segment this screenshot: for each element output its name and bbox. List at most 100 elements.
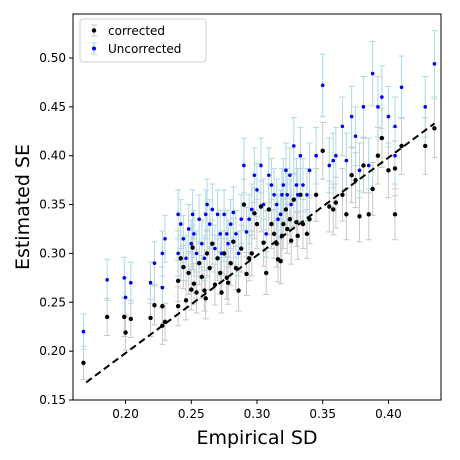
legend-item-corrected: corrected <box>91 24 165 38</box>
data-point-corrected <box>241 202 247 207</box>
data-point-corrected <box>207 265 212 271</box>
data-point-uncorrected <box>272 192 276 197</box>
data-point-corrected <box>295 233 300 239</box>
data-point-uncorrected <box>190 212 195 217</box>
data-point-uncorrected <box>105 278 109 282</box>
data-point-uncorrected <box>289 202 293 207</box>
data-point-corrected <box>399 143 404 149</box>
data-point-corrected <box>392 212 398 217</box>
data-point-uncorrected <box>249 207 254 212</box>
data-point-corrected <box>294 219 299 225</box>
data-point-corrected <box>304 231 310 237</box>
legend: corrected Uncorrected <box>79 18 207 63</box>
y-tick-label: 0.20 <box>39 344 66 358</box>
data-point-uncorrected <box>189 241 194 246</box>
data-point-corrected <box>285 226 290 232</box>
data-point-uncorrected <box>163 236 167 241</box>
data-point-corrected <box>221 251 227 256</box>
legend-marker-uncorrected <box>92 46 96 51</box>
data-point-corrected <box>81 360 86 366</box>
reference-line <box>85 122 436 384</box>
data-point-corrected <box>175 278 181 283</box>
legend-item-uncorrected: Uncorrected <box>91 42 181 56</box>
data-point-uncorrected <box>284 168 288 173</box>
data-point-corrected <box>219 290 224 295</box>
x-tick-label: 0.30 <box>244 407 271 421</box>
data-point-corrected <box>298 192 303 197</box>
data-point-corrected <box>281 221 286 227</box>
legend-label-corrected: corrected <box>108 24 165 38</box>
data-point-corrected <box>423 143 428 149</box>
data-point-uncorrected <box>269 183 274 187</box>
data-point-uncorrected <box>294 183 299 187</box>
data-point-corrected <box>266 207 272 212</box>
data-point-uncorrected <box>148 280 153 285</box>
errorbars-corrected <box>80 98 438 380</box>
data-point-corrected <box>178 256 183 261</box>
data-point-uncorrected <box>380 95 384 99</box>
data-point-uncorrected <box>264 232 269 236</box>
data-point-corrected <box>239 246 244 251</box>
data-point-corrected <box>249 251 254 256</box>
y-tick-label: 0.45 <box>39 100 66 114</box>
data-point-uncorrected <box>301 183 305 187</box>
data-point-uncorrected <box>234 232 238 236</box>
y-tick-label: 0.35 <box>39 198 66 212</box>
data-point-corrected <box>353 177 358 183</box>
legend-marker-corrected <box>91 28 97 33</box>
data-point-uncorrected <box>386 114 391 119</box>
plot-area <box>80 30 438 384</box>
data-point-corrected <box>379 135 385 141</box>
data-point-uncorrected <box>202 256 207 261</box>
data-point-corrected <box>215 256 220 261</box>
data-point-corrected <box>212 282 218 287</box>
data-point-corrected <box>361 163 366 168</box>
data-point-uncorrected <box>255 188 259 192</box>
data-point-uncorrected <box>176 251 180 256</box>
data-point-corrected <box>225 280 231 285</box>
data-point-corrected <box>386 168 391 173</box>
data-point-uncorrected <box>261 202 266 207</box>
data-point-uncorrected <box>160 251 165 256</box>
data-point-corrected <box>196 260 202 266</box>
data-point-uncorrected <box>213 246 217 251</box>
y-axis-ticks: 0.15 0.20 0.25 0.30 0.35 0.40 0.45 0.50 <box>39 51 73 407</box>
y-tick-label: 0.40 <box>39 149 66 163</box>
data-point-uncorrected <box>244 230 249 234</box>
data-point-corrected <box>344 212 349 217</box>
data-point-uncorrected <box>242 163 246 168</box>
x-axis-ticks: 0.20 0.25 0.30 0.35 0.40 <box>112 400 402 421</box>
data-point-uncorrected <box>181 236 186 241</box>
data-point-corrected <box>160 303 165 309</box>
data-point-uncorrected <box>399 85 404 90</box>
data-point-uncorrected <box>218 232 222 236</box>
data-point-corrected <box>236 288 241 293</box>
data-point-uncorrected <box>305 192 309 197</box>
data-point-corrected <box>246 256 252 261</box>
data-point-corrected <box>264 270 269 276</box>
data-point-uncorrected <box>207 222 212 226</box>
data-point-uncorrected <box>376 105 380 109</box>
data-point-uncorrected <box>288 173 292 178</box>
data-point-corrected <box>287 217 293 222</box>
data-point-uncorrected <box>298 153 303 158</box>
data-point-corrected <box>190 245 195 250</box>
data-point-uncorrected <box>160 285 165 290</box>
data-point-corrected <box>218 270 223 276</box>
data-point-uncorrected <box>423 105 428 109</box>
data-point-corrected <box>370 186 375 192</box>
data-point-corrected <box>189 287 194 292</box>
data-point-uncorrected <box>200 241 204 246</box>
data-point-uncorrected <box>432 62 437 66</box>
data-point-corrected <box>254 221 260 227</box>
points-corrected <box>81 126 437 366</box>
y-tick-label: 0.30 <box>39 246 66 260</box>
data-point-uncorrected <box>276 217 280 222</box>
data-point-uncorrected <box>267 173 271 178</box>
data-point-uncorrected <box>192 232 196 236</box>
data-point-uncorrected <box>224 232 229 236</box>
data-point-corrected <box>128 316 134 322</box>
data-point-uncorrected <box>184 256 188 261</box>
x-tick-label: 0.20 <box>112 407 139 421</box>
